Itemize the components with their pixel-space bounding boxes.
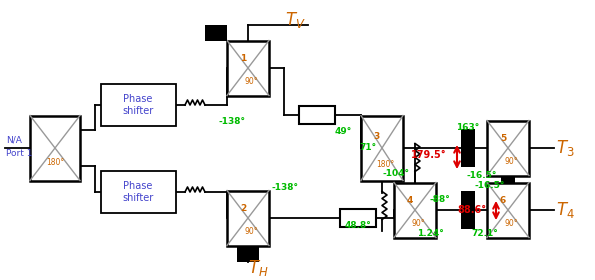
Text: 49°: 49°: [334, 127, 352, 137]
Text: 88.6°: 88.6°: [457, 205, 486, 215]
Text: -138°: -138°: [271, 183, 299, 193]
Text: 90°: 90°: [412, 219, 425, 228]
Text: 71°: 71°: [359, 143, 377, 153]
Bar: [487, 183, 529, 237]
Text: 2: 2: [240, 204, 246, 213]
Bar: [487, 120, 529, 176]
Text: 90°: 90°: [245, 77, 258, 86]
Text: -16.5°: -16.5°: [475, 181, 505, 190]
Text: Phase
shifter: Phase shifter: [123, 94, 154, 116]
Bar: [361, 115, 403, 181]
Text: 180°: 180°: [376, 160, 394, 169]
Text: $T_3$: $T_3$: [556, 138, 575, 158]
Text: 1: 1: [240, 53, 246, 63]
Bar: [227, 190, 269, 246]
Text: -138°: -138°: [218, 118, 246, 127]
Bar: [227, 41, 269, 95]
Bar: [101, 171, 176, 213]
Bar: [299, 106, 335, 124]
Text: 5: 5: [500, 134, 506, 143]
Text: 3: 3: [374, 132, 380, 141]
Bar: [461, 191, 475, 229]
Bar: [30, 115, 80, 181]
Text: 4: 4: [407, 196, 413, 205]
Bar: [101, 84, 176, 126]
Bar: [501, 176, 515, 183]
Text: -88°: -88°: [430, 195, 450, 204]
Bar: [394, 183, 436, 237]
Bar: [205, 25, 227, 41]
Text: 72.1°: 72.1°: [472, 228, 499, 237]
Text: 6: 6: [500, 196, 506, 205]
Text: N/A: N/A: [6, 136, 22, 144]
Text: 179.5°: 179.5°: [411, 150, 447, 160]
Text: $T_V$: $T_V$: [284, 10, 305, 30]
Text: 90°: 90°: [505, 157, 518, 166]
Text: $T_H$: $T_H$: [248, 258, 268, 278]
Bar: [237, 246, 259, 262]
Bar: [461, 129, 475, 167]
Text: 163°: 163°: [456, 123, 480, 132]
Text: 180°: 180°: [46, 158, 64, 167]
Text: -104°: -104°: [383, 169, 409, 179]
Text: 48.8°: 48.8°: [345, 221, 371, 230]
Text: -16.5°: -16.5°: [467, 171, 497, 181]
Text: Phase
shifter: Phase shifter: [123, 181, 154, 203]
Text: 90°: 90°: [245, 227, 258, 236]
Text: Port 1: Port 1: [6, 148, 33, 157]
Bar: [340, 209, 376, 227]
Text: $T_4$: $T_4$: [556, 200, 575, 220]
Text: 90°: 90°: [505, 219, 518, 228]
Text: 1.24°: 1.24°: [416, 228, 443, 237]
